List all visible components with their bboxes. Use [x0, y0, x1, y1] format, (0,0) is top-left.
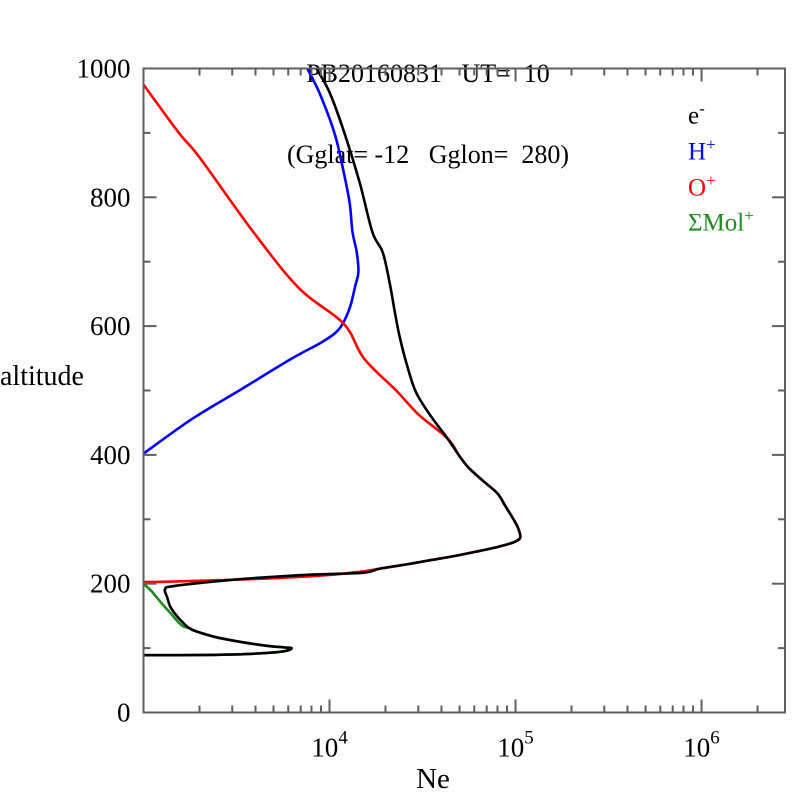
legend-item-superscript: +: [706, 134, 716, 154]
chart-title: PB20160831 UT= 10 (Gglat= -12 Gglon= 280…: [64, 6, 792, 222]
title-line-2: (Gglat= -12 Gglon= 280): [286, 140, 570, 169]
y-tick-label: 0: [117, 698, 131, 728]
y-tick-label: 200: [90, 569, 131, 599]
y-tick-label: 400: [90, 440, 131, 470]
legend-item-H: H+: [688, 131, 754, 167]
y-tick-label: 1000: [77, 54, 131, 84]
series-H+: [143, 68, 360, 455]
legend-item-text: O: [688, 173, 707, 201]
y-tick-label: 800: [90, 182, 131, 212]
axes-group: [142, 67, 786, 714]
y-axis-label: altitude: [0, 361, 84, 392]
legend-item-superscript: -: [699, 99, 705, 118]
legend: e- H+ O+ ΣMol+: [688, 95, 754, 238]
legend-item-text: H: [688, 138, 707, 166]
legend-item-O: O+: [688, 167, 754, 203]
series-e-: [143, 68, 522, 657]
legend-item-Mol: ΣMol+: [688, 202, 754, 238]
x-tick-label: 104: [311, 728, 348, 763]
curves-group: [143, 68, 522, 657]
y-tick-label: 600: [90, 311, 131, 341]
series-O+: [143, 83, 522, 584]
legend-item-superscript: +: [744, 206, 754, 226]
legend-item-superscript: +: [706, 170, 716, 190]
legend-item-e: e-: [688, 95, 754, 131]
x-tick-label: 106: [683, 728, 720, 763]
x-axis-label: Ne: [416, 763, 450, 795]
legend-item-text: e: [688, 102, 700, 130]
legend-item-text: ΣMol: [688, 209, 745, 237]
x-tick-label: 105: [497, 728, 534, 763]
